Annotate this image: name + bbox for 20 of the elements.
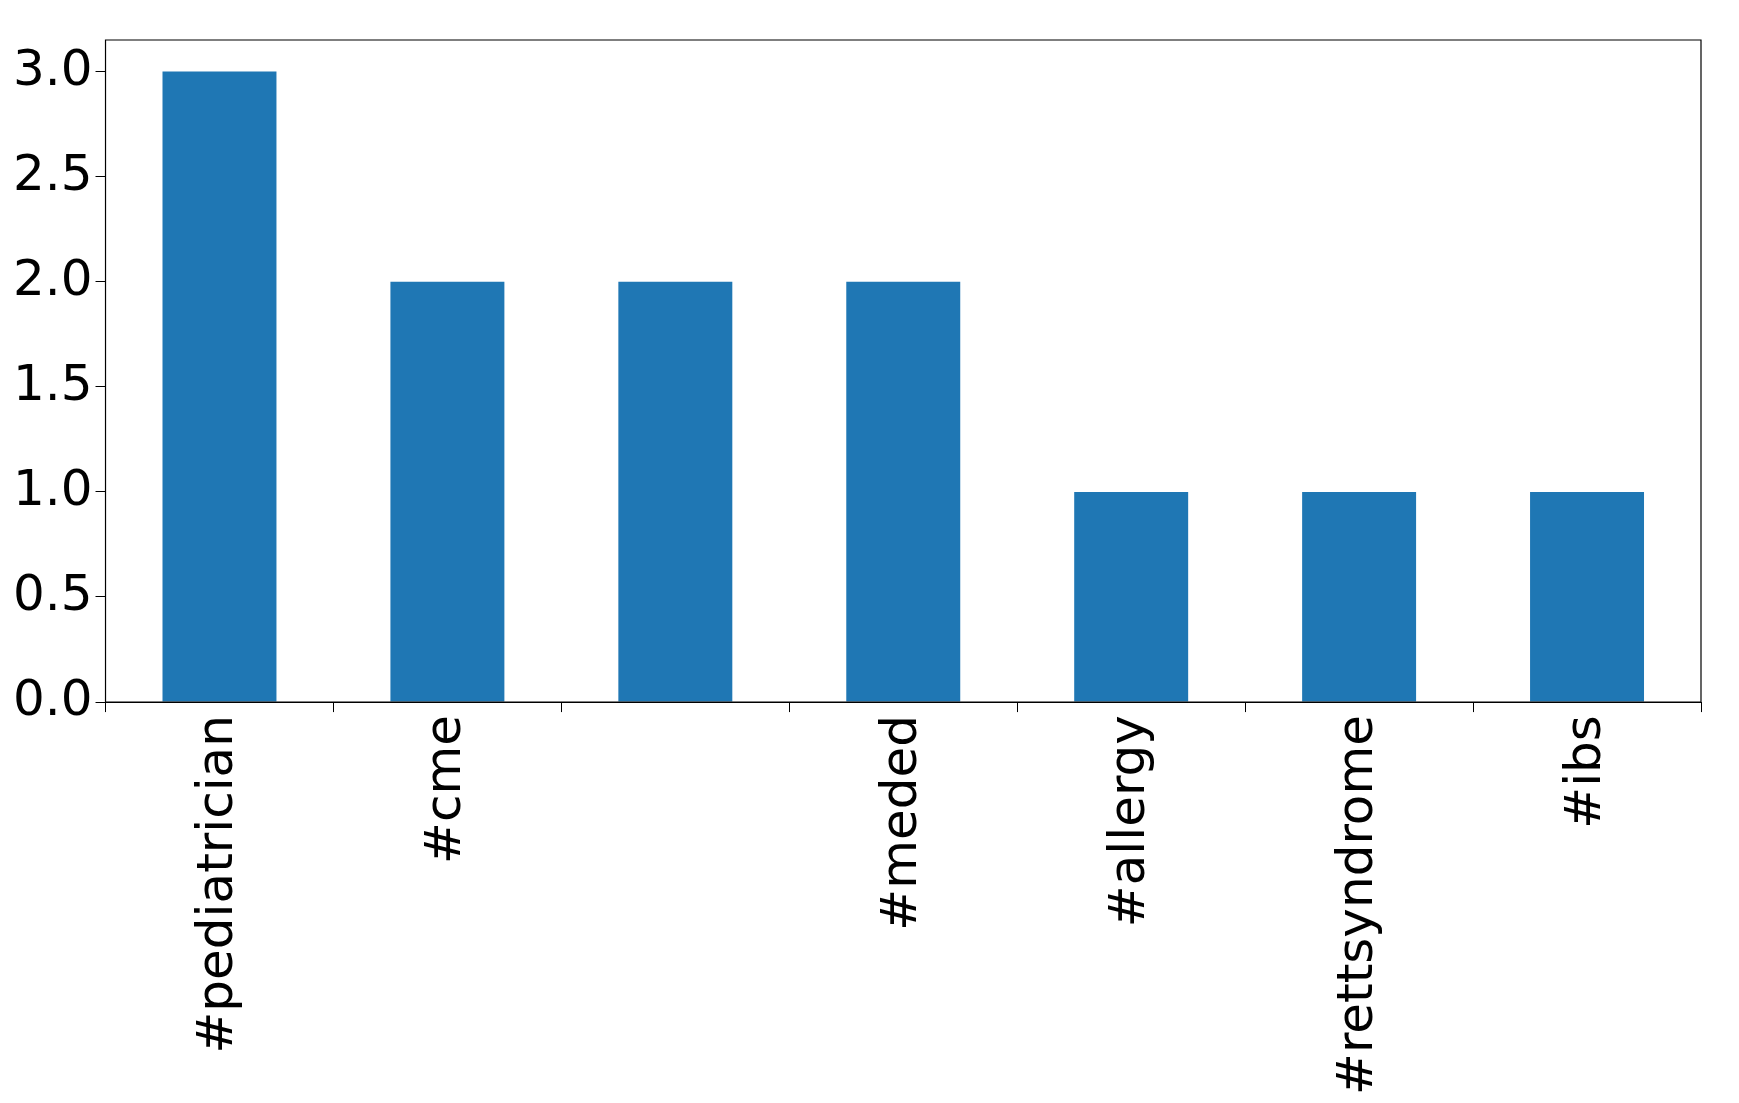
- y-tick-label: 0.0: [12, 669, 93, 728]
- x-tick-label: #ibs: [1554, 715, 1613, 829]
- x-tick-label: #allergy: [1098, 715, 1157, 928]
- x-tick-label: #rettsyndrome: [1326, 715, 1385, 1096]
- y-tick-label: 1.0: [12, 458, 93, 517]
- bar: [846, 281, 961, 702]
- y-tick-label: 2.5: [12, 143, 93, 202]
- y-tick-label: 3.0: [12, 38, 93, 97]
- bar: [618, 281, 733, 702]
- y-tick-label: 2.0: [12, 248, 93, 307]
- y-tick-label: 0.5: [12, 563, 93, 622]
- x-tick-label: #meded: [870, 715, 929, 931]
- bar: [390, 281, 505, 702]
- bar: [1530, 491, 1645, 702]
- bar: [1074, 491, 1189, 702]
- y-tick-label: 1.5: [12, 353, 93, 412]
- bar: [162, 71, 277, 702]
- bar: [1302, 491, 1417, 702]
- x-tick-label: #cme: [414, 715, 473, 864]
- x-tick-label: #pediatrician: [186, 715, 245, 1054]
